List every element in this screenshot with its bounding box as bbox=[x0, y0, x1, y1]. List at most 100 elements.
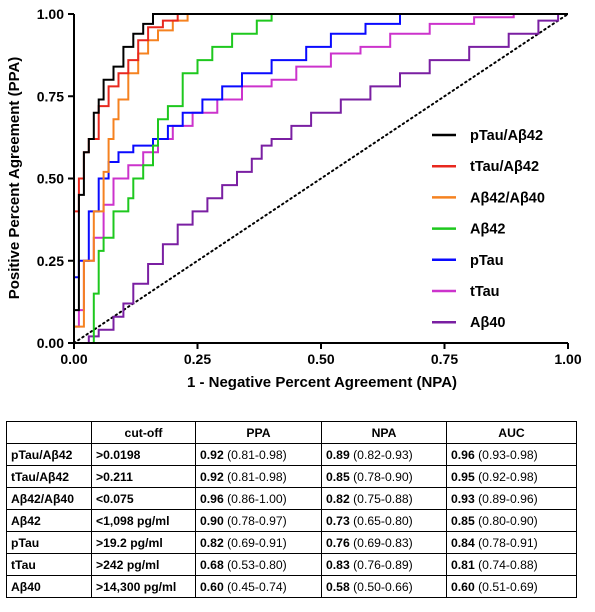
legend-label: Aβ42/Aβ40 bbox=[470, 190, 545, 206]
npa-confidence-interval: (0.82-0.93) bbox=[349, 447, 413, 462]
cutoff-cell: >0.0198 bbox=[91, 443, 196, 466]
legend-label: Aβ40 bbox=[470, 315, 505, 331]
table-row: Aβ42/Aβ40 <0.075 0.96 (0.86-1.00) 0.82 (0.7… bbox=[6, 487, 577, 510]
npa-cell: 0.85 (0.78-0.90) bbox=[321, 465, 447, 488]
auc-confidence-interval: (0.80-0.90) bbox=[474, 513, 538, 528]
plot-area: 0.00 0.25 0.50 0.75 1.00 0.00 0.25 0.50 0.75 1.00… bbox=[37, 6, 582, 367]
table-body: pTau/Aβ42 >0.0198 0.92 (0.81-0.98) 0.89 (0.… bbox=[6, 443, 577, 598]
x-tick-label: 0.75 bbox=[431, 351, 458, 367]
auc-value: 0.95 bbox=[451, 469, 475, 484]
y-tick-label: 0.25 bbox=[37, 253, 64, 269]
ppa-value: 0.82 bbox=[200, 535, 224, 550]
auc-cell: 0.95 (0.92-0.98) bbox=[446, 465, 577, 488]
roc-curve-a-40 bbox=[74, 13, 568, 344]
auc-value: 0.60 bbox=[451, 579, 475, 594]
ppa-confidence-interval: (0.78-0.97) bbox=[223, 513, 287, 528]
ppa-cell: 0.60 (0.45-0.74) bbox=[195, 575, 322, 598]
npa-confidence-interval: (0.75-0.88) bbox=[349, 491, 413, 506]
ppa-confidence-interval: (0.86-1.00) bbox=[223, 491, 287, 506]
ppa-cell: 0.92 (0.81-0.98) bbox=[195, 465, 322, 488]
y-tick-label: 0.00 bbox=[37, 335, 64, 351]
cutoff-cell: >242 pg/ml bbox=[91, 553, 196, 576]
x-tick-label: 0.25 bbox=[184, 351, 211, 367]
table-row: Aβ42 <1,098 pg/ml 0.90 (0.78-0.97) 0.73 (0.… bbox=[6, 509, 577, 532]
row-name-cell: Aβ40 bbox=[6, 575, 92, 598]
auc-confidence-interval: (0.93-0.98) bbox=[474, 447, 538, 462]
ppa-cell: 0.82 (0.69-0.91) bbox=[195, 531, 322, 554]
auc-cell: 0.93 (0.89-0.96) bbox=[446, 487, 577, 510]
row-name-cell: tTau bbox=[6, 553, 92, 576]
npa-cell: 0.82 (0.75-0.88) bbox=[321, 487, 447, 510]
row-name-cell: Aβ42/Aβ40 bbox=[6, 487, 92, 510]
table-row: tTau >242 pg/ml 0.68 (0.53-0.80) 0.83 (0.76… bbox=[6, 553, 577, 576]
cutoff-cell: >0.211 bbox=[91, 465, 196, 488]
header-npa: NPA bbox=[321, 421, 447, 444]
npa-cell: 0.89 (0.82-0.93) bbox=[321, 443, 447, 466]
legend-label: Aβ42 bbox=[470, 222, 505, 238]
performance-table-container: cut-off PPA NPA AUC pTau/Aβ42 >0.0198 0.92… bbox=[6, 421, 577, 598]
npa-cell: 0.76 (0.69-0.83) bbox=[321, 531, 447, 554]
npa-value: 0.76 bbox=[326, 535, 350, 550]
row-name-cell: tTau/Aβ42 bbox=[6, 465, 92, 488]
table-row: pTau >19.2 pg/ml 0.82 (0.69-0.91) 0.76 (0.6… bbox=[6, 531, 577, 554]
table-row: tTau/Aβ42 >0.211 0.92 (0.81-0.98) 0.85 (0.7… bbox=[6, 465, 577, 488]
ppa-confidence-interval: (0.81-0.98) bbox=[223, 469, 287, 484]
auc-confidence-interval: (0.74-0.88) bbox=[474, 557, 538, 572]
ppa-confidence-interval: (0.45-0.74) bbox=[223, 579, 287, 594]
ppa-confidence-interval: (0.53-0.80) bbox=[223, 557, 287, 572]
ppa-confidence-interval: (0.69-0.91) bbox=[223, 535, 287, 550]
auc-value: 0.93 bbox=[451, 491, 475, 506]
auc-confidence-interval: (0.92-0.98) bbox=[474, 469, 538, 484]
cutoff-cell: >19.2 pg/ml bbox=[91, 531, 196, 554]
y-axis-title: Positive Percent Agreement (PPA) bbox=[6, 57, 23, 300]
legend-label: pTau bbox=[470, 253, 504, 269]
npa-confidence-interval: (0.69-0.83) bbox=[349, 535, 413, 550]
legend-label: tTau bbox=[470, 284, 500, 300]
auc-confidence-interval: (0.78-0.91) bbox=[474, 535, 538, 550]
ppa-cell: 0.68 (0.53-0.80) bbox=[195, 553, 322, 576]
auc-value: 0.81 bbox=[451, 557, 475, 572]
legend-label: tTau/Aβ42 bbox=[470, 159, 539, 175]
npa-cell: 0.58 (0.50-0.66) bbox=[321, 575, 447, 598]
auc-cell: 0.85 (0.80-0.90) bbox=[446, 509, 577, 532]
ppa-value: 0.96 bbox=[200, 491, 224, 506]
npa-confidence-interval: (0.76-0.89) bbox=[349, 557, 413, 572]
npa-value: 0.73 bbox=[326, 513, 350, 528]
auc-cell: 0.81 (0.74-0.88) bbox=[446, 553, 577, 576]
npa-value: 0.83 bbox=[326, 557, 350, 572]
row-name-cell: Aβ42 bbox=[6, 509, 92, 532]
reference-diagonal-line bbox=[73, 13, 569, 344]
ppa-value: 0.92 bbox=[200, 469, 224, 484]
x-tick-label: 1.00 bbox=[554, 351, 581, 367]
x-tick-label: 0.50 bbox=[307, 351, 334, 367]
roc-chart: 0.00 0.25 0.50 0.75 1.00 0.00 0.25 0.50 0.75 1.00… bbox=[6, 6, 582, 391]
auc-cell: 0.84 (0.78-0.91) bbox=[446, 531, 577, 554]
auc-confidence-interval: (0.89-0.96) bbox=[474, 491, 538, 506]
auc-cell: 0.60 (0.51-0.69) bbox=[446, 575, 577, 598]
legend-label: pTau/Aβ42 bbox=[470, 128, 543, 144]
y-tick-label: 1.00 bbox=[37, 6, 64, 22]
header-auc: AUC bbox=[446, 421, 577, 444]
npa-confidence-interval: (0.65-0.80) bbox=[349, 513, 413, 528]
header-ppa: PPA bbox=[195, 421, 322, 444]
npa-value: 0.89 bbox=[326, 447, 350, 462]
roc-curve-ptau-a-42 bbox=[73, 13, 568, 343]
ppa-value: 0.68 bbox=[200, 557, 224, 572]
npa-value: 0.82 bbox=[326, 491, 350, 506]
table-row: pTau/Aβ42 >0.0198 0.92 (0.81-0.98) 0.89 (0.… bbox=[6, 443, 577, 466]
ppa-value: 0.90 bbox=[200, 513, 224, 528]
npa-value: 0.85 bbox=[326, 469, 350, 484]
x-tick-label: 0.00 bbox=[60, 351, 87, 367]
roc-curve-a-42-a-40 bbox=[73, 13, 568, 343]
npa-cell: 0.83 (0.76-0.89) bbox=[321, 553, 447, 576]
ppa-cell: 0.92 (0.81-0.98) bbox=[195, 443, 322, 466]
performance-table: cut-off PPA NPA AUC pTau/Aβ42 >0.0198 0.92… bbox=[6, 421, 577, 598]
roc-curve-a-42 bbox=[74, 13, 568, 344]
ppa-confidence-interval: (0.81-0.98) bbox=[223, 447, 287, 462]
ppa-cell: 0.96 (0.86-1.00) bbox=[195, 487, 322, 510]
cutoff-cell: >14,300 pg/ml bbox=[91, 575, 196, 598]
cutoff-cell: <0.075 bbox=[91, 487, 196, 510]
x-axis-title: 1 - Negative Percent Agreement (NPA) bbox=[187, 374, 457, 391]
cutoff-cell: <1,098 pg/ml bbox=[91, 509, 196, 532]
npa-cell: 0.73 (0.65-0.80) bbox=[321, 509, 447, 532]
